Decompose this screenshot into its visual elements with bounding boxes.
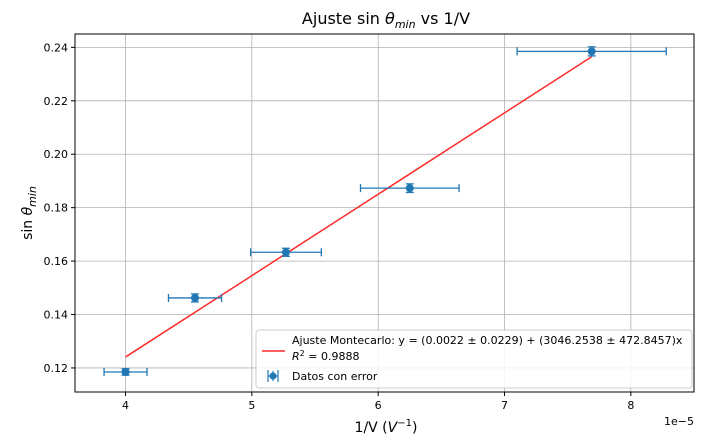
legend-r2-label: R2 = 0.9888 — [292, 349, 359, 363]
legend-fit-label: Ajuste Montecarlo: y = (0.0022 ± 0.0229)… — [292, 334, 683, 347]
data-point — [281, 248, 290, 257]
data-point-with-error — [359, 183, 460, 194]
y-tick-label: 0.18 — [44, 202, 69, 215]
x-offset-label: 1e−5 — [664, 415, 694, 428]
plot-frame — [74, 33, 695, 393]
legend-errorbar-swatch — [267, 370, 279, 382]
data-points-group — [103, 46, 667, 376]
chart-title: Ajuste sin θmin vs 1/V — [302, 9, 470, 31]
y-axis-label: sin θmin — [20, 186, 39, 240]
data-point — [191, 293, 200, 302]
legend: Ajuste Montecarlo: y = (0.0022 ± 0.0229)… — [255, 329, 693, 389]
data-point-with-error — [103, 367, 148, 376]
x-tick-label: 5 — [248, 399, 255, 412]
x-tick-label: 8 — [627, 399, 634, 412]
data-point-with-error — [167, 293, 223, 303]
y-tick-label: 0.16 — [44, 255, 69, 268]
x-ticks: 4 5 6 7 8 — [122, 392, 634, 412]
y-tick-label: 0.24 — [44, 41, 69, 54]
x-axis-label: 1/V (V−1) — [355, 418, 418, 436]
y-ticks: 0.12 0.14 0.16 0.18 0.20 0.22 0.24 — [44, 41, 75, 375]
grid-lines — [75, 34, 694, 392]
fit-line — [125, 56, 593, 358]
data-point-with-error — [249, 247, 322, 257]
legend-box — [255, 329, 693, 389]
y-tick-label: 0.22 — [44, 95, 69, 108]
data-point — [405, 184, 414, 193]
data-point — [121, 367, 130, 376]
fit-line-group — [125, 56, 593, 358]
x-tick-label: 6 — [375, 399, 382, 412]
x-tick-label: 7 — [501, 399, 508, 412]
x-tick-label: 4 — [122, 399, 129, 412]
y-tick-label: 0.14 — [44, 309, 69, 322]
y-tick-label: 0.20 — [44, 148, 69, 161]
data-point — [587, 47, 596, 56]
y-tick-label: 0.12 — [44, 362, 69, 375]
data-point-with-error — [516, 46, 667, 57]
legend-data-label: Datos con error — [292, 370, 378, 383]
